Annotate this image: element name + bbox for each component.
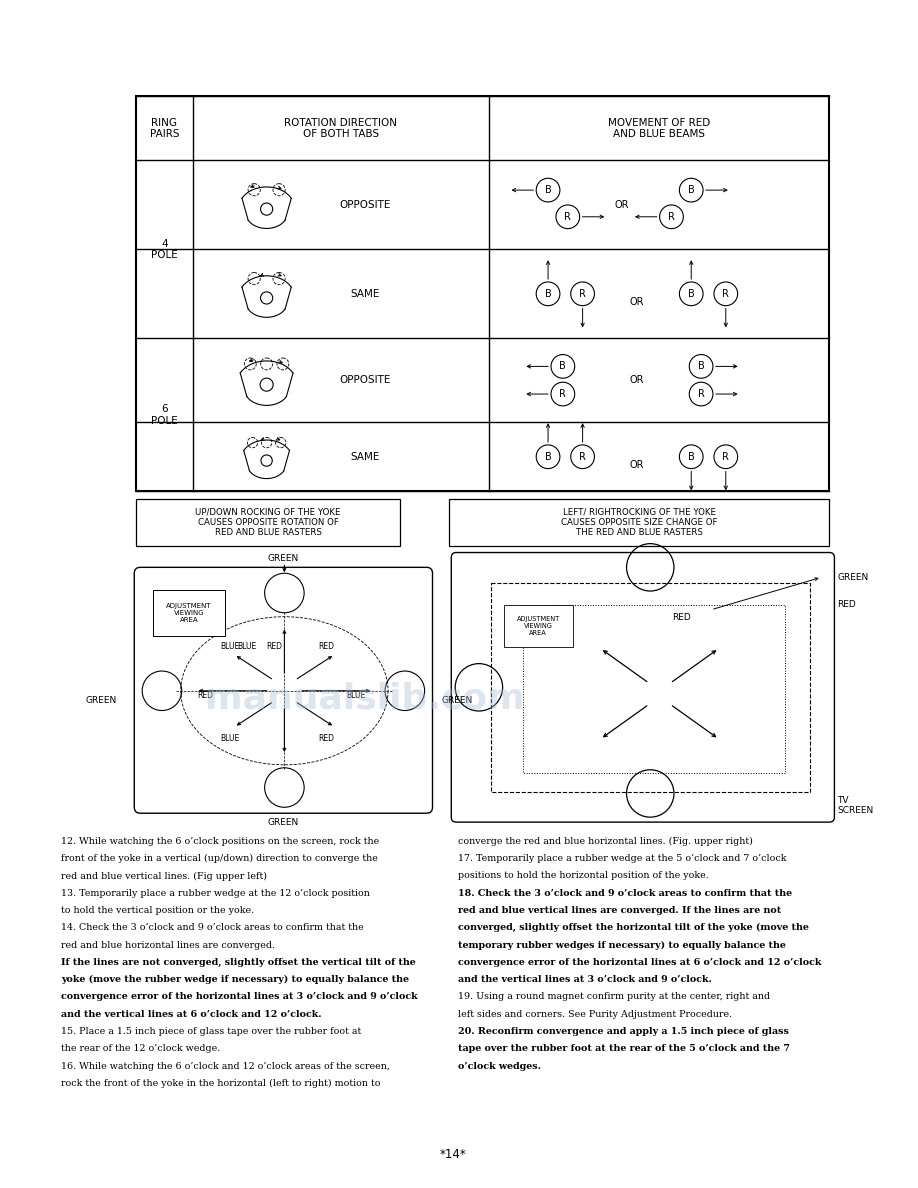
Text: BLUE: BLUE <box>220 642 240 651</box>
Text: RED: RED <box>318 734 334 742</box>
Text: and the vertical lines at 3 o’clock and 9 o’clock.: and the vertical lines at 3 o’clock and … <box>458 975 712 984</box>
Text: B: B <box>559 361 566 372</box>
Text: yoke (move the rubber wedge if necessary) to equally balance the: yoke (move the rubber wedge if necessary… <box>62 975 409 985</box>
Bar <box>153 590 225 637</box>
Bar <box>136 499 400 545</box>
Text: temporary rubber wedges if necessary) to equally balance the: temporary rubber wedges if necessary) to… <box>458 941 786 949</box>
Text: R: R <box>559 388 566 399</box>
Text: rock the front of the yoke in the horizontal (left to right) motion to: rock the front of the yoke in the horizo… <box>62 1079 381 1088</box>
Text: manualslib.com: manualslib.com <box>206 682 525 715</box>
Text: red and blue vertical lines are converged. If the lines are not: red and blue vertical lines are converge… <box>458 906 781 915</box>
Text: and the vertical lines at 6 o’clock and 12 o’clock.: and the vertical lines at 6 o’clock and … <box>62 1010 322 1019</box>
Text: converge the red and blue horizontal lines. (Fig. upper right): converge the red and blue horizontal lin… <box>458 836 753 846</box>
Text: B: B <box>688 289 695 299</box>
FancyBboxPatch shape <box>134 568 432 814</box>
Text: 12. While watching the 6 o’clock positions on the screen, rock the: 12. While watching the 6 o’clock positio… <box>62 836 379 846</box>
Text: R: R <box>722 289 729 299</box>
Text: convergence error of the horizontal lines at 3 o’clock and 9 o’clock: convergence error of the horizontal line… <box>62 992 418 1001</box>
Text: RED: RED <box>318 642 334 651</box>
Text: front of the yoke in a vertical (up/down) direction to converge the: front of the yoke in a vertical (up/down… <box>62 854 378 864</box>
Text: GREEN: GREEN <box>268 817 299 827</box>
Text: TV
SCREEN: TV SCREEN <box>837 796 874 815</box>
Text: ADJUSTMENT
VIEWING
AREA: ADJUSTMENT VIEWING AREA <box>517 617 560 636</box>
Text: BLUE: BLUE <box>237 642 256 651</box>
Bar <box>449 499 830 545</box>
Text: ADJUSTMENT
VIEWING
AREA: ADJUSTMENT VIEWING AREA <box>166 604 212 624</box>
Text: tape over the rubber foot at the rear of the 5 o’clock and the 7: tape over the rubber foot at the rear of… <box>458 1044 790 1054</box>
Text: 19. Using a round magnet confirm purity at the center, right and: 19. Using a round magnet confirm purity … <box>458 992 770 1001</box>
Text: LEFT/ RIGHTROCKING OF THE YOKE
CAUSES OPPOSITE SIZE CHANGE OF
THE RED AND BLUE R: LEFT/ RIGHTROCKING OF THE YOKE CAUSES OP… <box>561 507 718 537</box>
Text: B: B <box>544 185 552 195</box>
Text: the rear of the 12 o’clock wedge.: the rear of the 12 o’clock wedge. <box>62 1044 220 1054</box>
Text: R: R <box>579 289 586 299</box>
Text: positions to hold the horizontal position of the yoke.: positions to hold the horizontal positio… <box>458 872 709 880</box>
Text: RED: RED <box>266 642 283 651</box>
Text: R: R <box>565 211 571 222</box>
Text: 14. Check the 3 o’clock and 9 o’clock areas to confirm that the: 14. Check the 3 o’clock and 9 o’clock ar… <box>62 923 364 933</box>
Text: OPPOSITE: OPPOSITE <box>340 375 391 385</box>
Text: B: B <box>688 185 695 195</box>
Text: B: B <box>544 451 552 462</box>
Text: OPPOSITE: OPPOSITE <box>340 200 391 210</box>
Text: *14*: *14* <box>440 1149 466 1162</box>
Text: RED: RED <box>197 691 213 700</box>
Text: SAME: SAME <box>351 451 380 462</box>
Text: 4
POLE: 4 POLE <box>151 239 178 260</box>
Text: SAME: SAME <box>351 289 380 299</box>
Text: B: B <box>688 451 695 462</box>
Bar <box>504 605 573 647</box>
Text: BLUE: BLUE <box>220 734 240 742</box>
Text: B: B <box>698 361 704 372</box>
Text: OR: OR <box>630 297 644 307</box>
Text: MOVEMENT OF RED
AND BLUE BEAMS: MOVEMENT OF RED AND BLUE BEAMS <box>608 118 711 139</box>
Bar <box>491 583 810 792</box>
Text: 18. Check the 3 o’clock and 9 o’clock areas to confirm that the: 18. Check the 3 o’clock and 9 o’clock ar… <box>458 889 792 898</box>
Text: GREEN: GREEN <box>442 696 473 704</box>
Text: RED: RED <box>837 600 856 609</box>
Text: to hold the vertical position or the yoke.: to hold the vertical position or the yok… <box>62 906 254 915</box>
Text: GREEN: GREEN <box>85 696 117 704</box>
Text: B: B <box>544 289 552 299</box>
Text: 17. Temporarily place a rubber wedge at the 5 o’clock and 7 o’clock: 17. Temporarily place a rubber wedge at … <box>458 854 787 864</box>
Text: RED: RED <box>672 613 690 623</box>
Text: red and blue horizontal lines are converged.: red and blue horizontal lines are conver… <box>62 941 275 949</box>
FancyBboxPatch shape <box>452 552 834 822</box>
Bar <box>523 605 785 772</box>
Text: OR: OR <box>630 460 644 469</box>
Text: converged, slightly offset the horizontal tilt of the yoke (move the: converged, slightly offset the horizonta… <box>458 923 809 933</box>
Text: o’clock wedges.: o’clock wedges. <box>458 1062 542 1070</box>
Text: R: R <box>722 451 729 462</box>
Text: ROTATION DIRECTION
OF BOTH TABS: ROTATION DIRECTION OF BOTH TABS <box>285 118 397 139</box>
Text: R: R <box>579 451 586 462</box>
Text: RING
PAIRS: RING PAIRS <box>150 118 179 139</box>
Text: 13. Temporarily place a rubber wedge at the 12 o’clock position: 13. Temporarily place a rubber wedge at … <box>62 889 370 898</box>
Text: OR: OR <box>615 200 630 210</box>
Text: 20. Reconfirm convergence and apply a 1.5 inch piece of glass: 20. Reconfirm convergence and apply a 1.… <box>458 1026 789 1036</box>
Text: convergence error of the horizontal lines at 6 o’clock and 12 o’clock: convergence error of the horizontal line… <box>458 958 822 967</box>
Text: If the lines are not converged, slightly offset the vertical tilt of the: If the lines are not converged, slightly… <box>62 958 416 967</box>
Bar <box>136 96 830 492</box>
Text: OR: OR <box>630 375 644 385</box>
Text: 15. Place a 1.5 inch piece of glass tape over the rubber foot at: 15. Place a 1.5 inch piece of glass tape… <box>62 1026 362 1036</box>
Text: R: R <box>668 211 675 222</box>
Text: UP/DOWN ROCKING OF THE YOKE
CAUSES OPPOSITE ROTATION OF
RED AND BLUE RASTERS: UP/DOWN ROCKING OF THE YOKE CAUSES OPPOS… <box>196 507 341 537</box>
Text: red and blue vertical lines. (Fig upper left): red and blue vertical lines. (Fig upper … <box>62 872 267 880</box>
Text: BLUE: BLUE <box>346 691 365 700</box>
Text: GREEN: GREEN <box>268 554 299 563</box>
Text: left sides and corners. See Purity Adjustment Procedure.: left sides and corners. See Purity Adjus… <box>458 1010 733 1019</box>
Text: 6
POLE: 6 POLE <box>151 404 178 425</box>
Text: GREEN: GREEN <box>837 573 868 582</box>
Text: 16. While watching the 6 o’clock and 12 o’clock areas of the screen,: 16. While watching the 6 o’clock and 12 … <box>62 1062 390 1070</box>
Text: R: R <box>698 388 704 399</box>
